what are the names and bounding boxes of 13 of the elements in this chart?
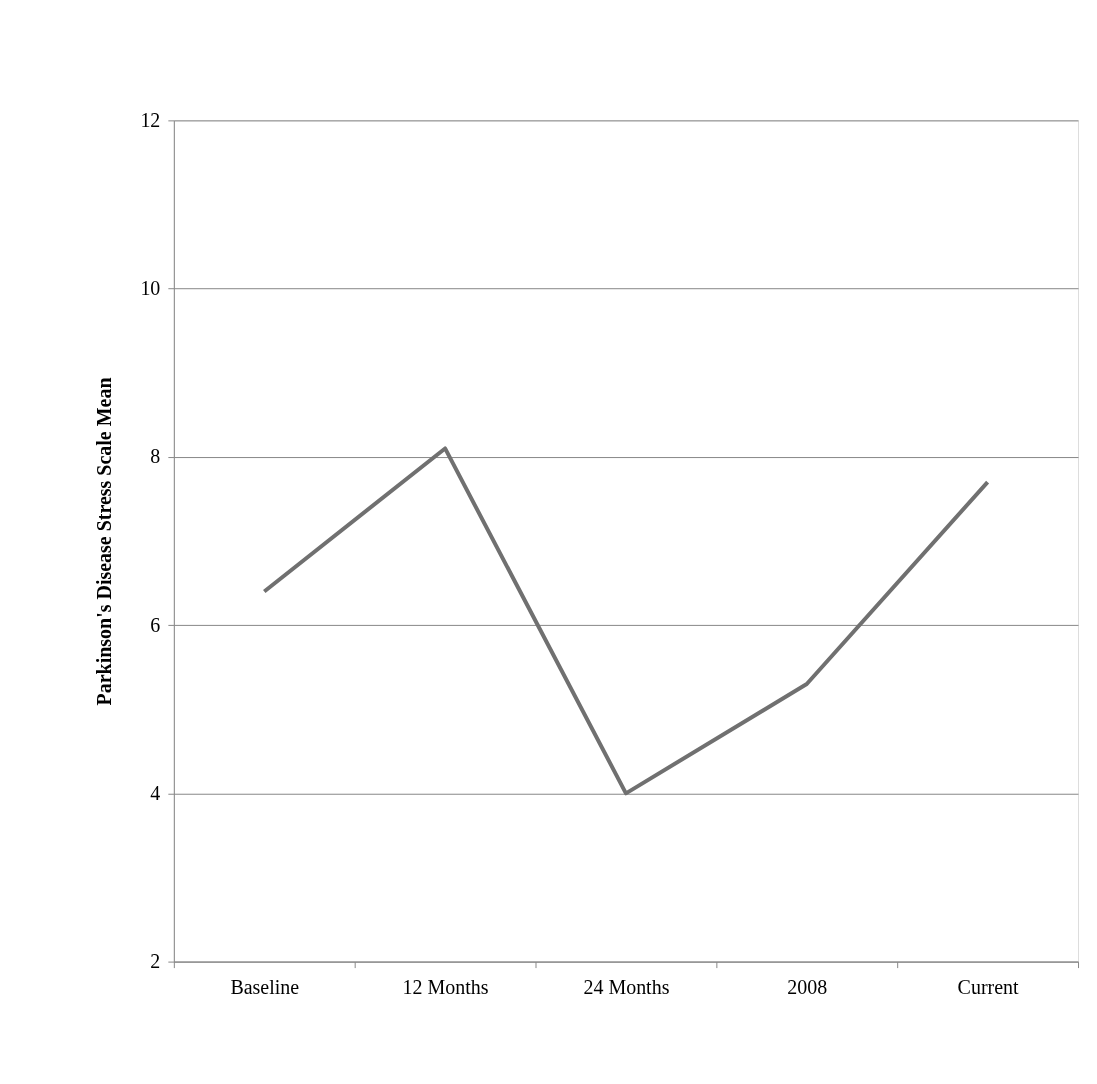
y-tick-label: 4	[150, 781, 161, 804]
y-axis-title: Parkinson's Disease Stress Scale Mean	[93, 377, 116, 706]
y-tick-label: 12	[140, 108, 161, 131]
x-tick-label: 24 Months	[583, 976, 670, 999]
x-tick-label: 2008	[787, 976, 828, 999]
x-tick-label: Baseline	[230, 976, 300, 999]
y-tick-label: 8	[150, 445, 161, 468]
x-tick-label: 12 Months	[402, 976, 489, 999]
y-tick-label: 10	[140, 277, 161, 300]
x-tick-label: Current	[957, 976, 1020, 999]
y-tick-label: 6	[150, 613, 161, 636]
y-tick-label: 2	[150, 950, 161, 973]
line-series	[262, 446, 990, 796]
